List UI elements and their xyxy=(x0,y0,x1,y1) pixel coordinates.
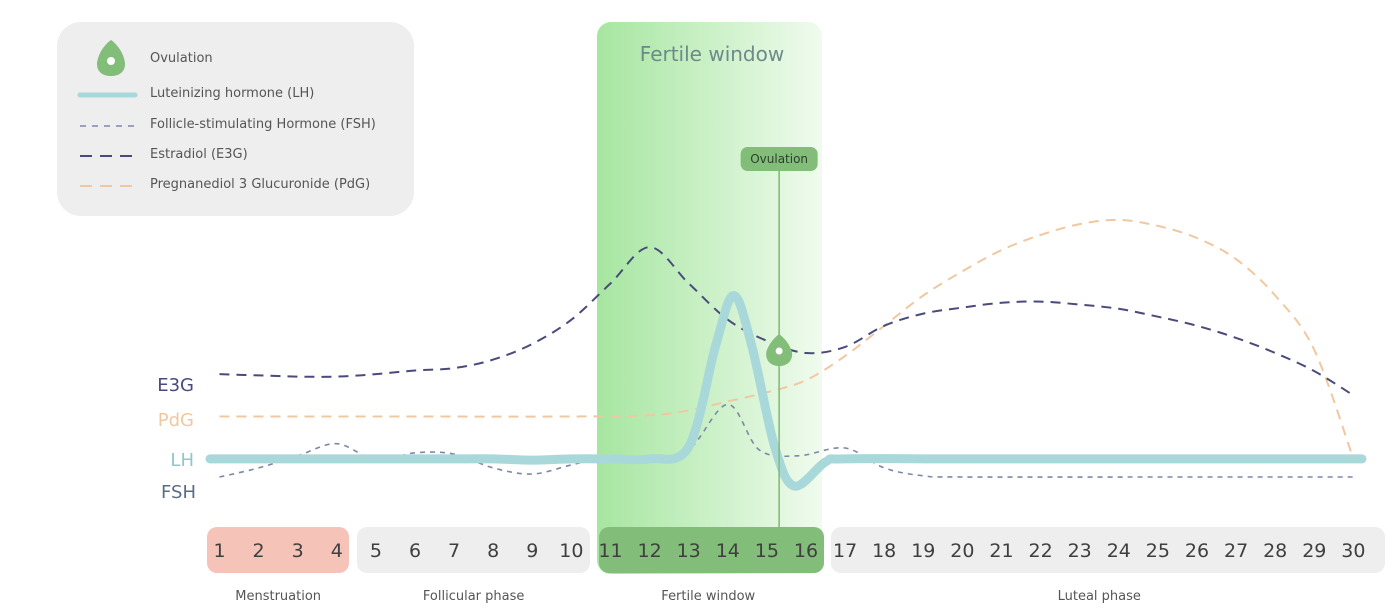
ovulation-egg-icon xyxy=(766,334,793,366)
phase-label: Follicular phase xyxy=(423,589,524,604)
day-label: 13 xyxy=(677,540,701,562)
phase-label: Menstruation xyxy=(235,589,321,604)
day-label: 20 xyxy=(950,540,974,562)
legend-label-e3g: Estradiol (E3G) xyxy=(150,147,248,162)
phase-label: Fertile window xyxy=(661,589,755,604)
day-label: 29 xyxy=(1302,540,1326,562)
day-label: 30 xyxy=(1341,540,1365,562)
day-label: 24 xyxy=(1107,540,1131,562)
legend-label-ovulation: Ovulation xyxy=(150,51,213,66)
day-label: 14 xyxy=(716,540,740,562)
follicular-pill xyxy=(357,527,590,573)
day-label: 2 xyxy=(253,540,265,562)
series-lh-line xyxy=(205,291,1367,491)
menstruation-pill xyxy=(207,527,349,573)
luteal-pill xyxy=(831,527,1385,573)
fertile-pill xyxy=(599,527,824,573)
egg-icon xyxy=(97,40,125,76)
day-labels: 1 2 3 4 5 6 7 8 9 10 11 12 13 14 15 16 17 18 19 20 21 22 23 24 2… xyxy=(213,540,1365,562)
day-label: 5 xyxy=(370,540,382,562)
axis-label-pdg: PdG xyxy=(158,410,194,431)
series-layer xyxy=(205,218,1367,491)
day-label: 3 xyxy=(292,540,304,562)
day-label: 18 xyxy=(872,540,896,562)
phase-pills xyxy=(207,527,1385,573)
legend-label-fsh: Follicle-stimulating Hormone (FSH) xyxy=(150,117,376,132)
day-label: 21 xyxy=(989,540,1013,562)
day-label: 25 xyxy=(1146,540,1170,562)
day-label: 15 xyxy=(755,540,779,562)
legend: Ovulation Luteinizing hormone (LH) Folli… xyxy=(57,22,414,216)
fertile-window-band: Fertile window xyxy=(597,22,822,574)
day-label: 27 xyxy=(1224,540,1248,562)
fertile-window-title: Fertile window xyxy=(640,42,784,66)
day-label: 19 xyxy=(911,540,935,562)
day-label: 16 xyxy=(794,540,818,562)
ovulation-tag xyxy=(740,147,818,171)
day-label: 26 xyxy=(1185,540,1209,562)
day-label: 11 xyxy=(598,540,622,562)
legend-label-pdg: Pregnanediol 3 Glucuronide (PdG) xyxy=(150,177,370,192)
day-label: 7 xyxy=(448,540,460,562)
series-pdg-line xyxy=(219,218,1355,460)
ovulation-tag-label: Ovulation xyxy=(750,152,808,166)
day-label: 6 xyxy=(409,540,421,562)
day-label: 8 xyxy=(487,540,499,562)
ovulation-marker: Ovulation xyxy=(740,147,818,528)
phase-label: Luteal phase xyxy=(1058,589,1141,604)
day-label: 9 xyxy=(526,540,538,562)
day-label: 4 xyxy=(331,540,343,562)
day-label: 1 xyxy=(213,540,225,562)
axis-label-e3g: E3G xyxy=(157,375,194,396)
day-label: 10 xyxy=(559,540,583,562)
axis-label-lh: LH xyxy=(170,450,194,471)
series-e3g-line xyxy=(219,246,1354,397)
day-label: 17 xyxy=(833,540,857,562)
day-label: 23 xyxy=(1068,540,1092,562)
legend-label-lh: Luteinizing hormone (LH) xyxy=(150,86,314,101)
phase-labels: Menstruation Follicular phase Fertile wind… xyxy=(235,589,1141,604)
day-label: 22 xyxy=(1029,540,1053,562)
axis-label-fsh: FSH xyxy=(161,482,196,503)
day-label: 12 xyxy=(638,540,662,562)
day-label: 28 xyxy=(1263,540,1287,562)
